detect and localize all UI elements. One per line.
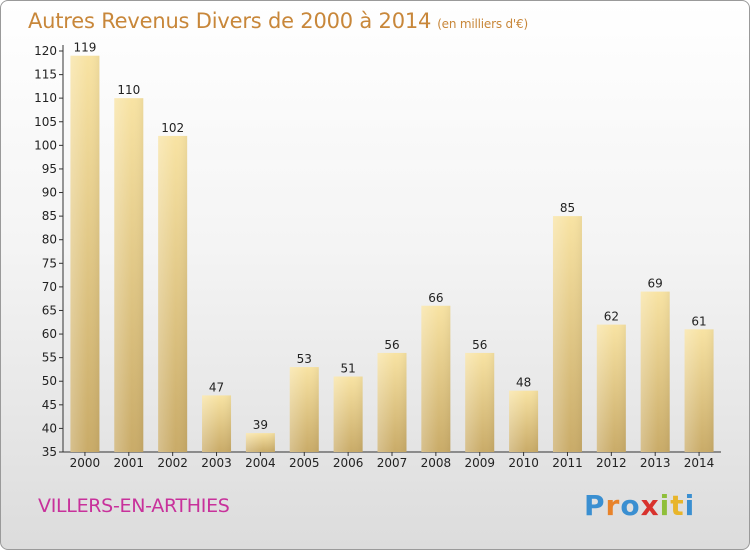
bar-value-label: 39 xyxy=(253,418,268,432)
y-tick-label: 70 xyxy=(42,280,57,294)
bar-value-label: 102 xyxy=(161,121,184,135)
x-tick-label: 2010 xyxy=(508,456,539,470)
y-tick-label: 45 xyxy=(42,398,57,412)
bar-shade xyxy=(552,216,582,452)
x-tick-label: 2008 xyxy=(421,456,452,470)
x-tick-label: 2001 xyxy=(114,456,145,470)
bar-shade xyxy=(245,433,275,452)
x-tick-label: 2004 xyxy=(245,456,276,470)
bar-shade xyxy=(333,376,363,452)
x-tick-label: 2005 xyxy=(289,456,320,470)
x-tick-label: 2013 xyxy=(640,456,671,470)
x-tick-label: 2002 xyxy=(157,456,188,470)
y-tick-label: 95 xyxy=(42,162,57,176)
logo-letter: o xyxy=(620,489,641,522)
bar-shade xyxy=(202,395,232,452)
bar-shade xyxy=(640,291,670,452)
bar-value-label: 53 xyxy=(297,352,312,366)
bar-value-label: 119 xyxy=(73,41,96,55)
x-tick-label: 2000 xyxy=(70,456,101,470)
bar-value-label: 85 xyxy=(560,201,575,215)
bar-value-label: 47 xyxy=(209,380,224,394)
bar-shade xyxy=(377,352,407,452)
bar-shade xyxy=(596,324,626,452)
y-tick-label: 115 xyxy=(34,68,57,82)
logo-letter: P xyxy=(584,489,606,522)
bar-shade xyxy=(509,390,539,452)
y-tick-label: 35 xyxy=(42,445,57,459)
proxiti-logo: Proxiti xyxy=(584,489,695,522)
y-tick-label: 85 xyxy=(42,209,57,223)
y-tick-label: 100 xyxy=(34,138,57,152)
y-tick-label: 110 xyxy=(34,91,57,105)
y-tick-label: 90 xyxy=(42,186,57,200)
bar-shade xyxy=(421,305,451,452)
bar-value-label: 69 xyxy=(648,277,663,291)
x-tick-label: 2014 xyxy=(684,456,715,470)
x-tick-label: 2003 xyxy=(201,456,232,470)
logo-letter: i xyxy=(659,489,671,522)
chart-subtitle: (en milliers d'€) xyxy=(437,17,528,31)
chart-title-text: Autres Revenus Divers de 2000 à 2014 xyxy=(28,9,432,33)
y-tick-label: 65 xyxy=(42,303,57,317)
bar-shade xyxy=(70,55,100,452)
y-tick-label: 60 xyxy=(42,327,57,341)
bar-shade xyxy=(158,135,188,452)
x-tick-label: 2011 xyxy=(552,456,583,470)
bar-shade xyxy=(289,367,319,452)
y-tick-label: 50 xyxy=(42,374,57,388)
bar-value-label: 51 xyxy=(340,362,355,376)
y-tick-label: 105 xyxy=(34,115,57,129)
bar-shade xyxy=(684,329,714,452)
y-tick-label: 80 xyxy=(42,233,57,247)
chart-title: Autres Revenus Divers de 2000 à 2014 (en … xyxy=(28,9,528,33)
logo-letter: r xyxy=(605,489,621,522)
logo-letter: t xyxy=(670,489,685,522)
x-tick-label: 2012 xyxy=(596,456,627,470)
y-tick-label: 75 xyxy=(42,256,57,270)
y-tick-label: 55 xyxy=(42,351,57,365)
bar-value-label: 62 xyxy=(604,310,619,324)
y-tick-label: 40 xyxy=(42,421,57,435)
bar-value-label: 56 xyxy=(472,338,487,352)
town-name: VILLERS-EN-ARTHIES xyxy=(38,495,230,517)
bar-shade xyxy=(114,98,144,453)
bar-value-label: 110 xyxy=(117,83,140,97)
bar-value-label: 66 xyxy=(428,291,443,305)
y-tick-label: 120 xyxy=(34,44,57,58)
bar-value-label: 61 xyxy=(691,314,706,328)
bar-value-label: 56 xyxy=(384,338,399,352)
logo-letter: i xyxy=(684,489,696,522)
x-tick-label: 2009 xyxy=(464,456,495,470)
x-tick-label: 2006 xyxy=(333,456,364,470)
x-tick-label: 2007 xyxy=(377,456,408,470)
logo-letter: x xyxy=(640,489,660,522)
bar-value-label: 48 xyxy=(516,376,531,390)
bar-shade xyxy=(465,352,495,452)
